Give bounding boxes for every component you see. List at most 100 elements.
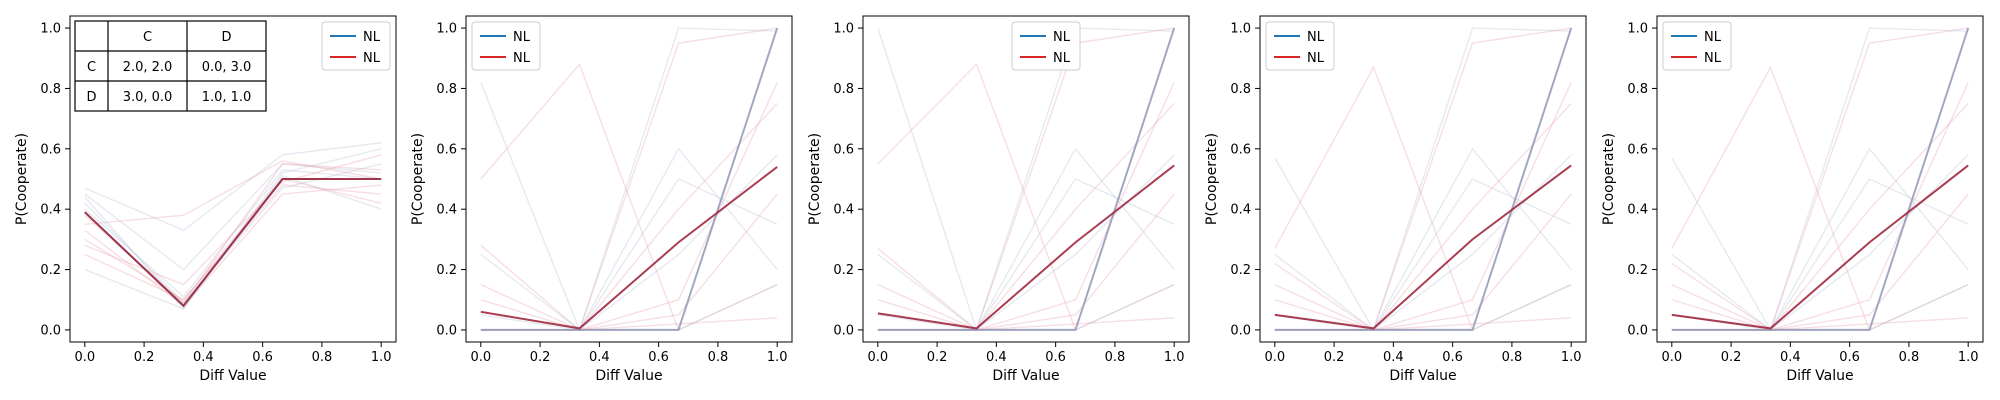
x-tick-label: 0.4 bbox=[986, 350, 1007, 365]
chart-panel-4: 0.0 0.2 0.4 0.6 0.8 1.0 0.0 0.2 0.4 0.6 0.8 1.0 Diff… bbox=[1204, 15, 1587, 384]
series-line-1 bbox=[877, 27, 1176, 331]
legend-label-1: NL bbox=[1704, 30, 1722, 45]
chart-panel-2: 0.0 0.2 0.4 0.6 0.8 1.0 0.0 0.2 0.4 0.6 0.8 1.0 Diff… bbox=[410, 15, 793, 384]
x-tick-label: 0.6 bbox=[1045, 350, 1066, 365]
x-tick-label: 0.8 bbox=[1105, 350, 1126, 365]
y-tick-label: 1.0 bbox=[833, 22, 854, 37]
x-tick-label: 0.6 bbox=[1839, 350, 1860, 365]
x-tick-label: 0.2 bbox=[134, 350, 155, 365]
faint-run-line bbox=[1274, 103, 1572, 331]
x-tick-label: 0.0 bbox=[470, 350, 491, 365]
table-cell: 0.0, 3.0 bbox=[202, 60, 252, 75]
faint-run-line bbox=[84, 184, 382, 307]
x-tick-label: 0.8 bbox=[1899, 350, 1920, 365]
x-tick-label: 0.0 bbox=[867, 350, 888, 365]
faint-run-line bbox=[877, 63, 1175, 331]
table-row-header: C bbox=[87, 60, 96, 75]
legend-label-2: NL bbox=[1704, 51, 1722, 66]
series-line-1 bbox=[480, 27, 779, 331]
legend-label-2: NL bbox=[513, 51, 531, 66]
faint-run-line bbox=[1671, 82, 1969, 331]
chart-panel-5: 0.0 0.2 0.4 0.6 0.8 1.0 0.0 0.2 0.4 0.6 0.8 1.0 Diff… bbox=[1601, 15, 1984, 384]
x-tick-label: 1.0 bbox=[1164, 350, 1185, 365]
axes-frame bbox=[1656, 15, 1984, 343]
table-cell: 2.0, 2.0 bbox=[123, 60, 173, 75]
faint-run-line bbox=[1671, 27, 1969, 332]
x-tick-label: 0.0 bbox=[1264, 350, 1285, 365]
y-tick-label: 0.6 bbox=[1230, 142, 1251, 157]
y-tick-label: 0.4 bbox=[1627, 203, 1648, 218]
legend-label-1: NL bbox=[1053, 30, 1071, 45]
table-col-header: C bbox=[143, 30, 152, 45]
legend-label-1: NL bbox=[513, 30, 531, 45]
series-line-2 bbox=[877, 164, 1175, 330]
payoff-table: C DC 2.0, 2.0 0.0, 3.0D 3.0, 0.0 1.0, 1.0 bbox=[74, 20, 267, 112]
faint-run-line bbox=[1671, 147, 1969, 331]
y-axis-label: P(Cooperate) bbox=[410, 133, 426, 225]
y-tick-label: 0.4 bbox=[833, 203, 854, 218]
x-tick-label: 1.0 bbox=[767, 350, 788, 365]
y-tick-label: 0.2 bbox=[40, 263, 61, 278]
table-cell: 1.0, 1.0 bbox=[202, 90, 252, 105]
faint-run-line bbox=[84, 142, 382, 232]
y-axis-label: P(Cooperate) bbox=[1204, 133, 1220, 225]
faint-run-line bbox=[1274, 65, 1572, 331]
faint-run-line bbox=[877, 178, 1175, 331]
table-col-header: D bbox=[221, 30, 231, 45]
y-axis-label: P(Cooperate) bbox=[1601, 133, 1617, 225]
x-tick-label: 0.4 bbox=[193, 350, 214, 365]
series-line-2 bbox=[1274, 164, 1572, 330]
y-tick-label: 0.8 bbox=[40, 82, 61, 97]
legend-label-2: NL bbox=[363, 51, 381, 66]
legend: NL NL bbox=[471, 21, 541, 71]
y-tick-label: 0.6 bbox=[1627, 142, 1648, 157]
axes-frame bbox=[69, 15, 397, 343]
legend-label-2: NL bbox=[1307, 51, 1325, 66]
legend: NL NL bbox=[321, 21, 391, 71]
legend-label-2: NL bbox=[1053, 51, 1071, 66]
y-tick-label: 0.8 bbox=[1627, 82, 1648, 97]
faint-run-line bbox=[1671, 65, 1969, 331]
y-tick-label: 0.8 bbox=[833, 82, 854, 97]
faint-run-line bbox=[1274, 147, 1572, 331]
y-tick-label: 0.0 bbox=[833, 323, 854, 338]
y-tick-label: 0.2 bbox=[436, 263, 457, 278]
faint-run-line bbox=[84, 169, 382, 298]
faint-run-line bbox=[480, 147, 778, 331]
faint-run-line bbox=[1274, 82, 1572, 331]
y-tick-label: 0.2 bbox=[833, 263, 854, 278]
faint-run-line bbox=[84, 154, 382, 286]
faint-run-line bbox=[877, 147, 1175, 331]
faint-run-line bbox=[1671, 178, 1969, 331]
faint-run-line bbox=[480, 62, 778, 331]
series-line-2 bbox=[480, 166, 778, 330]
y-tick-label: 0.6 bbox=[833, 142, 854, 157]
faint-run-line bbox=[1671, 103, 1969, 331]
x-axis-label: Diff Value bbox=[1389, 368, 1456, 384]
series-line-1 bbox=[1274, 27, 1573, 331]
series-line-2 bbox=[84, 178, 382, 308]
axes-frame bbox=[465, 15, 793, 343]
x-tick-label: 0.6 bbox=[252, 350, 273, 365]
faint-run-line bbox=[480, 178, 778, 331]
x-tick-label: 0.8 bbox=[1502, 350, 1523, 365]
table-frame bbox=[74, 20, 267, 112]
table-cell: 3.0, 0.0 bbox=[123, 90, 173, 105]
faint-run-line bbox=[84, 160, 382, 225]
y-tick-label: 0.4 bbox=[1230, 203, 1251, 218]
faint-run-line bbox=[1274, 317, 1572, 331]
x-tick-label: 0.4 bbox=[589, 350, 610, 365]
y-tick-label: 0.0 bbox=[1230, 323, 1251, 338]
faint-run-line bbox=[1274, 27, 1572, 332]
x-tick-label: 0.4 bbox=[1780, 350, 1801, 365]
y-tick-label: 0.2 bbox=[1230, 263, 1251, 278]
y-tick-label: 1.0 bbox=[40, 22, 61, 37]
series-line-1 bbox=[1671, 27, 1970, 331]
y-tick-label: 0.6 bbox=[40, 142, 61, 157]
y-tick-label: 0.0 bbox=[1627, 323, 1648, 338]
y-tick-label: 0.4 bbox=[40, 203, 61, 218]
y-tick-label: 1.0 bbox=[436, 22, 457, 37]
faint-run-line bbox=[1671, 317, 1969, 331]
legend-label-1: NL bbox=[363, 30, 381, 45]
